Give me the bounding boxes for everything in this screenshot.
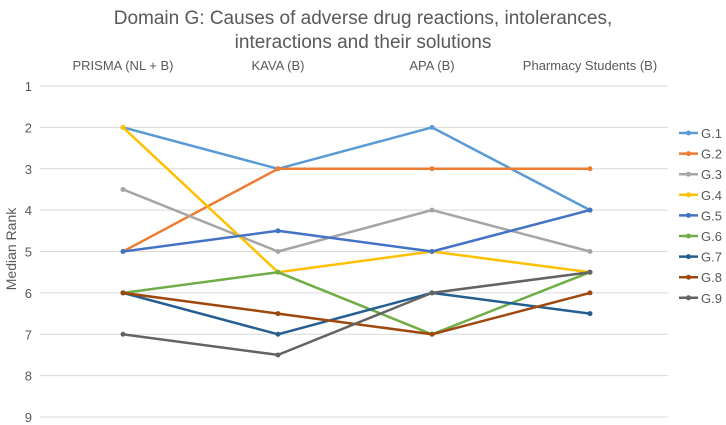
legend-item-g-5: G.5 bbox=[679, 208, 722, 223]
series-line-g-9 bbox=[122, 270, 591, 357]
legend-label-g-7: G.7 bbox=[701, 250, 722, 265]
series-line-g-7 bbox=[122, 291, 591, 336]
legend-marker-g-8 bbox=[686, 274, 691, 280]
series-g-9 bbox=[120, 269, 593, 358]
legend-label-g-1: G.1 bbox=[701, 126, 722, 141]
point-g-9-2 bbox=[275, 352, 281, 358]
chart-title-line-2: interactions and their solutions bbox=[235, 32, 492, 53]
point-g-7-2 bbox=[275, 331, 281, 337]
y-tick-3: 3 bbox=[25, 162, 32, 177]
point-g-3-1 bbox=[120, 186, 126, 192]
series-g-7 bbox=[120, 290, 593, 337]
point-g-3-3 bbox=[429, 207, 435, 213]
point-g-8-2 bbox=[275, 311, 281, 317]
legend-marker-g-7 bbox=[686, 254, 691, 260]
legend-marker-g-2 bbox=[686, 151, 691, 157]
legend-item-g-9: G.9 bbox=[679, 291, 722, 306]
point-g-1-3 bbox=[429, 124, 435, 130]
legend-label-g-4: G.4 bbox=[701, 188, 722, 203]
point-g-4-1 bbox=[120, 124, 126, 130]
legend-item-g-7: G.7 bbox=[679, 250, 722, 265]
category-label-1: PRISMA (NL + B) bbox=[72, 58, 173, 73]
category-label-3: APA (B) bbox=[409, 58, 454, 73]
y-tick-2: 2 bbox=[25, 120, 32, 135]
y-axis-label: Median Rank bbox=[3, 207, 19, 290]
series-line-g-4 bbox=[122, 126, 591, 274]
point-g-3-4 bbox=[587, 249, 593, 254]
point-g-6-2 bbox=[275, 269, 281, 275]
legend-item-g-6: G.6 bbox=[679, 229, 722, 244]
category-labels: PRISMA (NL + B) KAVA (B) APA (B) Pharmacy S… bbox=[72, 58, 657, 73]
point-g-9-1 bbox=[120, 331, 126, 337]
point-g-5-2 bbox=[275, 228, 281, 234]
legend-label-g-2: G.2 bbox=[701, 147, 722, 162]
legend: G.1 G.2 G.3 G.4 G.5 G.6 G.7 G.8 G.9 bbox=[679, 126, 722, 306]
y-tick-labels: 1 2 3 4 5 6 7 8 9 bbox=[25, 79, 32, 425]
legend-marker-g-3 bbox=[686, 171, 691, 177]
legend-marker-g-4 bbox=[686, 192, 691, 198]
legend-label-g-6: G.6 bbox=[701, 229, 722, 244]
point-g-8-4 bbox=[587, 290, 593, 296]
series-g-5 bbox=[120, 207, 593, 254]
category-label-4: Pharmacy Students (B) bbox=[523, 58, 657, 73]
legend-label-g-3: G.3 bbox=[701, 167, 722, 182]
y-tick-6: 6 bbox=[25, 286, 32, 301]
y-tick-7: 7 bbox=[25, 327, 32, 342]
legend-marker-g-1 bbox=[686, 130, 691, 136]
legend-label-g-5: G.5 bbox=[701, 208, 722, 223]
chart-title-line-1: Domain G: Causes of adverse drug reactio… bbox=[114, 8, 612, 29]
series-line-g-5 bbox=[122, 208, 591, 253]
category-label-2: KAVA (B) bbox=[252, 58, 305, 73]
y-tick-5: 5 bbox=[25, 245, 32, 260]
legend-item-g-8: G.8 bbox=[679, 270, 722, 285]
point-g-8-3 bbox=[429, 331, 435, 337]
point-g-3-2 bbox=[275, 249, 281, 254]
series-line-g-2 bbox=[122, 167, 590, 253]
legend-marker-g-6 bbox=[686, 233, 691, 239]
point-g-8-1 bbox=[120, 290, 126, 296]
point-g-5-1 bbox=[120, 249, 126, 254]
point-g-9-3 bbox=[429, 290, 435, 296]
series-g-3 bbox=[120, 186, 593, 254]
series-lines bbox=[120, 124, 593, 358]
point-g-2-3 bbox=[429, 166, 435, 172]
legend-label-g-9: G.9 bbox=[701, 291, 722, 306]
point-g-7-4 bbox=[587, 311, 593, 317]
legend-item-g-2: G.2 bbox=[679, 147, 722, 162]
point-g-5-3 bbox=[429, 249, 435, 254]
legend-item-g-1: G.1 bbox=[679, 126, 722, 141]
y-tick-9: 9 bbox=[25, 410, 32, 425]
point-g-2-2 bbox=[275, 166, 281, 172]
gridlines bbox=[40, 85, 668, 418]
point-g-5-4 bbox=[587, 207, 593, 213]
point-g-9-4 bbox=[587, 269, 593, 275]
legend-marker-g-9 bbox=[686, 295, 691, 301]
y-tick-8: 8 bbox=[25, 369, 32, 384]
y-tick-4: 4 bbox=[25, 203, 32, 218]
legend-marker-g-5 bbox=[686, 212, 691, 218]
legend-label-g-8: G.8 bbox=[701, 270, 722, 285]
legend-item-g-3: G.3 bbox=[679, 167, 722, 182]
point-g-2-4 bbox=[587, 166, 593, 172]
y-tick-1: 1 bbox=[25, 79, 32, 94]
legend-item-g-4: G.4 bbox=[679, 188, 722, 203]
